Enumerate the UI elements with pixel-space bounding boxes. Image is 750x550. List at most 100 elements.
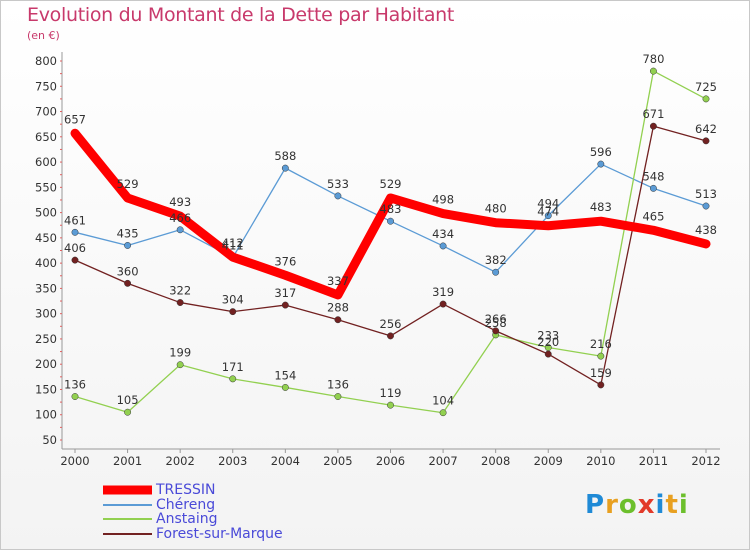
data-label: 105: [117, 393, 139, 407]
x-tick-label: 2010: [586, 454, 615, 468]
x-tick-label: 2008: [481, 454, 510, 468]
data-point: [281, 164, 289, 172]
y-tick-label: 350: [35, 281, 57, 295]
data-label: 382: [485, 253, 507, 267]
data-label: 529: [380, 177, 402, 191]
x-tick-label: 2000: [60, 454, 89, 468]
data-label: 411: [222, 239, 244, 253]
data-label: 119: [380, 386, 402, 400]
data-label: 466: [169, 211, 191, 225]
data-point: [334, 393, 342, 400]
data-point: [439, 409, 447, 417]
data-label: 513: [695, 187, 717, 201]
data-point: [597, 381, 605, 389]
y-tick-label: 700: [35, 105, 57, 119]
data-label: 588: [274, 149, 296, 163]
data-label: 288: [327, 301, 349, 315]
y-tick-label: 150: [35, 382, 57, 396]
x-tick-label: 2011: [639, 454, 668, 468]
legend-label: Forest-sur-Marque: [156, 526, 283, 542]
data-point: [702, 202, 710, 210]
data-label: 474: [537, 205, 559, 219]
y-tick-label: 550: [35, 180, 57, 194]
data-point: [597, 352, 605, 360]
data-label: 533: [327, 177, 349, 191]
data-point: [387, 332, 394, 340]
x-tick-label: 2004: [271, 454, 300, 468]
chart-unit-label: (en €): [27, 29, 60, 42]
data-label: 317: [274, 286, 296, 300]
data-point: [176, 361, 184, 369]
data-point: [334, 192, 342, 200]
x-tick-label: 2002: [166, 454, 195, 468]
data-label: 657: [64, 112, 86, 126]
data-label: 461: [64, 213, 86, 227]
data-label: 159: [590, 366, 612, 380]
data-label: 233: [537, 329, 559, 343]
y-tick-label: 250: [35, 332, 57, 346]
data-label: 136: [64, 378, 86, 392]
data-label: 406: [64, 241, 86, 255]
data-label: 438: [695, 223, 717, 237]
data-label: 780: [642, 52, 664, 66]
data-point: [597, 160, 605, 168]
data-point: [649, 122, 657, 130]
x-tick-label: 2006: [376, 454, 405, 468]
x-tick-label: 2003: [218, 454, 247, 468]
data-label: 360: [117, 264, 139, 278]
data-label: 480: [485, 202, 507, 216]
data-label: 434: [432, 227, 454, 241]
data-label: 435: [117, 226, 139, 240]
data-label: 725: [695, 80, 717, 94]
data-label: 337: [327, 274, 349, 288]
y-tick-label: 800: [35, 54, 57, 68]
data-point: [281, 301, 289, 309]
data-label: 642: [695, 122, 717, 136]
legend-label: TRESSIN: [155, 482, 216, 498]
y-tick-label: 50: [42, 433, 57, 447]
data-point: [492, 327, 500, 335]
data-point: [492, 268, 500, 276]
data-point: [387, 401, 394, 409]
data-label: 465: [642, 209, 664, 223]
data-point: [439, 242, 447, 250]
data-label: 136: [327, 378, 349, 392]
data-label: 104: [432, 394, 454, 408]
y-tick-label: 100: [35, 408, 57, 422]
data-label: 376: [274, 254, 296, 268]
data-point: [71, 256, 79, 264]
data-point: [649, 184, 657, 192]
data-point: [702, 95, 710, 103]
data-point: [387, 217, 394, 225]
data-point: [649, 67, 657, 75]
series-line-anstaing: [74, 70, 707, 414]
data-point: [124, 279, 132, 287]
data-label: 304: [222, 293, 244, 307]
x-tick-label: 2009: [534, 454, 563, 468]
legend-label: Anstaing: [156, 511, 217, 527]
data-label: 548: [642, 169, 664, 183]
data-label: 494: [537, 197, 559, 211]
y-tick-label: 600: [35, 155, 57, 169]
data-label: 498: [432, 193, 454, 207]
data-point: [71, 228, 79, 236]
y-tick-label: 500: [35, 206, 57, 220]
data-point: [176, 226, 184, 234]
data-label: 493: [169, 195, 191, 209]
x-tick-label: 2007: [428, 454, 457, 468]
chart-title: Evolution du Montant de la Dette par Hab…: [27, 4, 455, 26]
series-line-tressin: [70, 128, 711, 300]
data-label: 154: [274, 368, 296, 382]
data-point: [334, 316, 342, 324]
y-tick-label: 650: [35, 130, 57, 144]
data-point: [439, 300, 447, 308]
y-tick-label: 750: [35, 79, 57, 93]
data-label: 596: [590, 145, 612, 159]
data-point: [176, 299, 184, 306]
data-label: 216: [590, 337, 612, 351]
y-tick-label: 300: [35, 307, 57, 321]
data-label: 256: [380, 317, 402, 331]
data-point: [71, 393, 79, 400]
data-label: 412: [222, 236, 244, 250]
